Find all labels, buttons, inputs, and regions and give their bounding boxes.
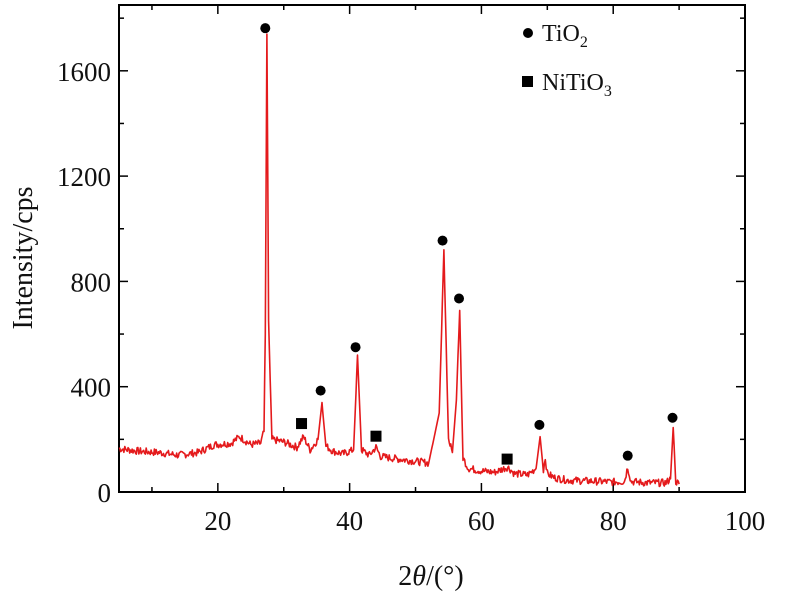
minor-x-ticks bbox=[151, 5, 680, 492]
legend: TiO2 NiTiO3 bbox=[522, 21, 612, 100]
x-tick-label: 100 bbox=[725, 506, 766, 536]
peak-markers bbox=[260, 23, 678, 465]
y-tick-label: 1600 bbox=[57, 57, 111, 87]
series-group bbox=[118, 33, 680, 488]
legend-circle-marker bbox=[523, 28, 533, 38]
peak-marker-nitio3 bbox=[370, 430, 382, 442]
x-tick-label: 60 bbox=[468, 506, 495, 536]
legend-label-nitio3: NiTiO3 bbox=[542, 70, 612, 100]
legend-square-marker bbox=[522, 76, 533, 87]
x-tick-label: 20 bbox=[204, 506, 231, 536]
y-tick-label: 0 bbox=[98, 478, 112, 508]
x-axis-ticks: 20 40 60 80 100 bbox=[204, 5, 765, 536]
x-axis-title: 2θ/(°) bbox=[398, 561, 463, 592]
y-tick-label: 800 bbox=[71, 267, 112, 297]
plot-area: 20 40 60 80 100 0 400 800 1200 1600 bbox=[57, 4, 765, 536]
x-tick-label: 40 bbox=[336, 506, 363, 536]
legend-item-nitio3: NiTiO3 bbox=[522, 70, 612, 100]
y-axis-title: Intensity/cps bbox=[8, 186, 39, 329]
peak-marker-tio2 bbox=[350, 342, 361, 353]
plot-frame bbox=[118, 4, 746, 493]
y-axis-ticks: 0 400 800 1200 1600 bbox=[57, 57, 745, 508]
peak-marker-tio2 bbox=[534, 419, 545, 430]
peak-marker-tio2 bbox=[315, 385, 326, 396]
peak-marker-tio2 bbox=[622, 450, 633, 461]
peak-marker-tio2 bbox=[260, 23, 271, 34]
series-line-0 bbox=[118, 33, 680, 488]
y-tick-label: 1200 bbox=[57, 162, 111, 192]
peak-marker-tio2 bbox=[437, 235, 448, 246]
peak-marker-nitio3 bbox=[501, 453, 513, 465]
legend-item-tio2: TiO2 bbox=[523, 21, 588, 51]
peak-marker-tio2 bbox=[667, 412, 678, 423]
legend-label-tio2: TiO2 bbox=[542, 21, 588, 51]
peak-marker-tio2 bbox=[454, 293, 465, 304]
minor-y-ticks bbox=[119, 17, 745, 441]
x-tick-label: 80 bbox=[600, 506, 627, 536]
y-tick-label: 400 bbox=[71, 373, 112, 403]
peak-marker-nitio3 bbox=[296, 418, 308, 430]
